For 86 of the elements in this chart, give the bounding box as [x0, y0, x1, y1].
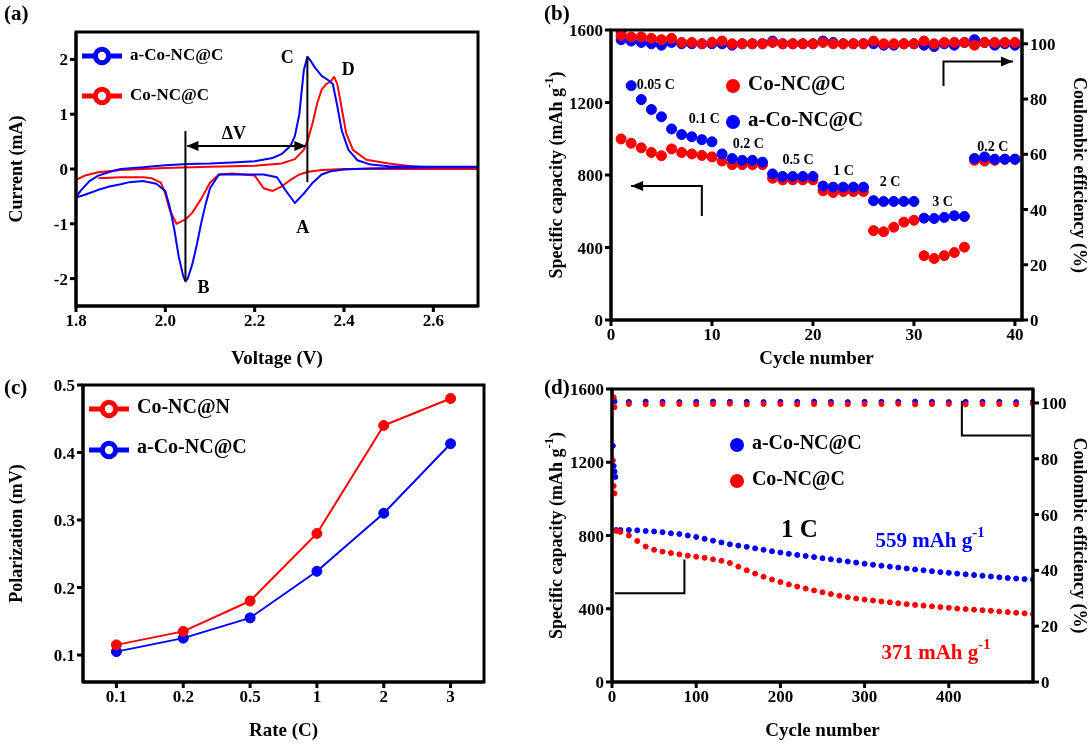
y2-tick-label: 80: [1030, 90, 1047, 110]
y-tick-label: 400: [578, 599, 604, 619]
x-tick-label: 2: [379, 687, 388, 707]
y2-tick-label: 40: [1041, 561, 1058, 581]
y-tick-label: 0: [595, 673, 604, 693]
y-tick-label: 0.3: [53, 511, 75, 531]
annotation: 0.1 C: [688, 110, 720, 126]
x-tick-label: 10: [703, 325, 721, 345]
legend-label: a-Co-NC@C: [130, 44, 224, 64]
x-tick-label: 20: [804, 325, 822, 345]
y-tick-label: 1600: [569, 21, 603, 41]
legend-label: Co-NC@C: [751, 467, 845, 489]
chart-title: (d): [544, 375, 570, 399]
x-tick-label: 1.8: [65, 311, 87, 331]
x-tick-label: 3: [446, 687, 455, 707]
chart-title: (c): [4, 375, 28, 399]
y2-tick-label: 60: [1030, 145, 1047, 165]
y-tick-label: 1200: [569, 93, 603, 113]
annotation: 2 C: [879, 173, 901, 189]
y-tick-label: -1: [53, 214, 68, 234]
annotation: 0.2 C: [732, 135, 764, 151]
y-axis-title: Current (mA): [6, 115, 27, 223]
y2-tick-label: 60: [1041, 505, 1058, 525]
y-tick-label: 800: [577, 166, 603, 186]
annotation: 0.5 C: [782, 151, 814, 167]
y2-tick-label: 100: [1041, 393, 1067, 413]
x-tick-label: 30: [905, 325, 923, 345]
annotation: D: [341, 58, 355, 79]
y-tick-label: 0.5: [53, 376, 75, 396]
y2-tick-label: 80: [1041, 449, 1058, 469]
x-tick-label: 400: [936, 687, 962, 707]
x-tick-label: 1: [312, 687, 322, 707]
y-tick-label: 0: [59, 160, 68, 180]
y2-tick-label: 20: [1041, 617, 1058, 637]
legend-label: Co-NC@C: [748, 71, 846, 95]
annotation: C: [280, 46, 294, 67]
y-tick-label: 1600: [570, 380, 604, 400]
y-tick-label: 1: [59, 105, 68, 125]
y-tick-label: 400: [577, 238, 603, 258]
y2-tick-label: 20: [1030, 255, 1047, 275]
x-tick-label: 200: [767, 687, 794, 707]
x-tick-label: 0.1: [105, 687, 128, 707]
annotation: 0.2 C: [977, 138, 1009, 154]
y-tick-label: 0.2: [53, 578, 75, 598]
x-tick-label: 2.2: [244, 311, 266, 331]
annotation: ΔV: [221, 123, 247, 144]
annotation: 3 C: [932, 193, 953, 209]
y-tick-label: 0.1: [53, 646, 75, 666]
x-tick-label: 40: [1006, 325, 1024, 345]
y2-axis-title: Coulombic efficiency (%): [1069, 437, 1090, 634]
y-tick-label: 0.4: [53, 443, 76, 463]
legend-label: a-Co-NC@C: [748, 107, 864, 131]
y-tick-label: 800: [578, 526, 604, 546]
y2-tick-label: 0: [1041, 673, 1050, 693]
x-tick-label: 2.4: [333, 311, 356, 331]
legend-label: a-Co-NC@C: [751, 431, 862, 453]
x-axis-title: Rate (C): [248, 719, 319, 741]
y-tick-label: 1200: [570, 453, 604, 473]
x-tick-label: 0.5: [239, 687, 261, 707]
x-tick-label: 300: [851, 687, 878, 707]
annotation: 1 C: [780, 514, 818, 542]
legend-label: Co-NC@C: [130, 84, 210, 104]
chart-title: (b): [544, 1, 570, 25]
x-tick-label: 2.0: [154, 311, 176, 331]
y-tick-label: 2: [59, 50, 68, 70]
annotation: 371 mAh g$^{-1}$: [881, 636, 991, 665]
x-axis-title: Cycle number: [759, 347, 875, 368]
y-tick-label: -2: [53, 269, 68, 289]
chart-title: (a): [4, 1, 29, 25]
annotation: A: [296, 216, 310, 237]
legend-label: Co-NC@N: [137, 395, 231, 417]
annotation: 1 C: [833, 162, 854, 178]
x-tick-label: 0: [607, 687, 617, 707]
x-axis-title: Voltage (V): [231, 347, 323, 369]
x-tick-label: 0.2: [172, 687, 194, 707]
x-tick-label: 100: [683, 687, 709, 707]
x-axis-title: Cycle number: [765, 719, 881, 740]
y2-axis-title: Coulombic efficiency (%): [1069, 77, 1090, 273]
annotation: B: [197, 277, 210, 298]
y2-tick-label: 100: [1030, 34, 1056, 54]
y2-tick-label: 40: [1030, 200, 1047, 220]
y-axis-title: Polarization (mV): [6, 464, 27, 603]
legend-label: a-Co-NC@C: [137, 435, 247, 458]
annotation: 559 mAh g$^{-1}$: [875, 523, 985, 552]
annotation: 0.05 C: [636, 76, 675, 92]
x-tick-label: 2.6: [422, 311, 444, 331]
